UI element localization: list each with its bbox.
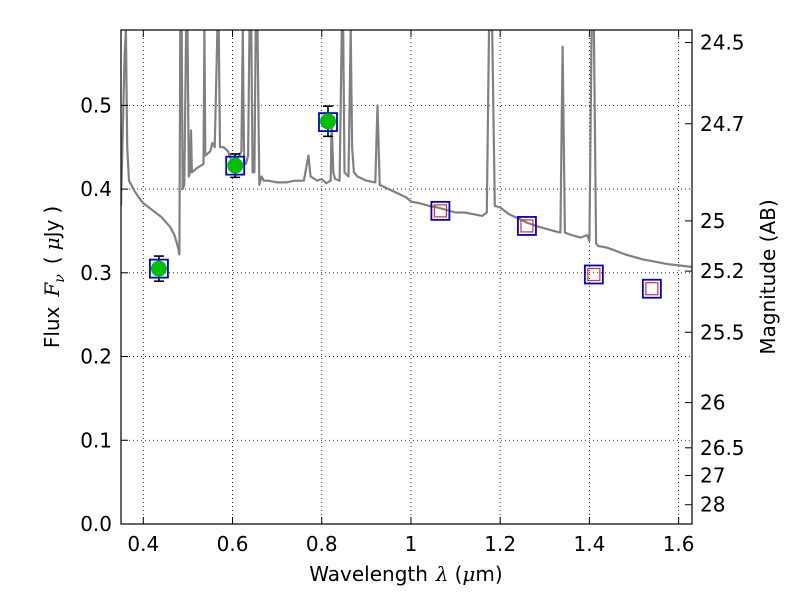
predicted-box	[587, 267, 601, 282]
right-tick-label: 25	[700, 209, 725, 233]
right-tick-label: 25.5	[700, 320, 745, 344]
x-tick-label: 1.2	[484, 532, 516, 556]
model-box	[149, 258, 169, 279]
y-axis-title-close-paren: )	[40, 206, 64, 214]
y-tick-label: 0.3	[80, 261, 112, 285]
observed-point	[227, 157, 244, 174]
right-tick-label: 25.2	[700, 259, 745, 283]
observed-point	[150, 260, 167, 277]
observed-point	[319, 113, 336, 130]
x-axis-title-symbol: λ	[435, 562, 449, 586]
x-tick-label: 1	[405, 532, 418, 556]
right-tick-label: 26	[700, 391, 725, 415]
right-tick-label: 24.7	[700, 112, 745, 136]
y-axis-title-mu: μ	[40, 237, 64, 250]
model-box	[430, 200, 451, 221]
model-box	[583, 264, 604, 285]
y-axis-title-open-paren: (	[40, 256, 64, 264]
y-tick-label: 0.2	[80, 345, 112, 369]
y-axis-title: Flux Fν ( μJy)	[40, 206, 68, 348]
x-axis-title-mu: μ	[462, 562, 475, 586]
plot-area	[121, 30, 692, 299]
y-axis-title-symbol: F	[40, 282, 64, 298]
right-tick-label: 26.5	[700, 436, 745, 460]
spectrum-line	[121, 30, 692, 269]
y-axis-title-word: Flux	[40, 306, 64, 348]
x-axis-title-open-paren: (	[455, 562, 463, 586]
x-tick-label: 0.6	[217, 532, 249, 556]
y-tick-label: 0.5	[80, 93, 112, 117]
grid-layer	[121, 30, 692, 525]
right-axis-title: Magnitude (AB)	[756, 199, 780, 354]
predicted-box	[433, 204, 448, 218]
model-box	[641, 278, 662, 299]
predicted-box	[520, 219, 534, 233]
right-tick-label: 24.5	[700, 31, 745, 55]
y-axis-title-unit: Jy	[40, 219, 64, 239]
predicted-box	[645, 282, 659, 296]
x-axis-title: Wavelength λ (μm)	[309, 562, 502, 586]
ticks-layer: 0.4 0.6 0.8 1 1.2 1.4 1.6 0.0 0.1 0.2 0.3 0.4 0.5 24.…	[80, 30, 745, 556]
points-layer	[149, 105, 662, 299]
y-axis-title-subscript: ν	[52, 274, 68, 283]
right-tick-label: 28	[700, 493, 725, 517]
model-box	[517, 216, 537, 236]
x-axis-title-unit: m)	[475, 562, 502, 586]
x-tick-label: 1.4	[573, 532, 605, 556]
y-tick-label: 0.1	[80, 428, 112, 452]
x-tick-label: 0.4	[127, 532, 159, 556]
model-box	[318, 112, 338, 133]
spectrum-layer	[121, 30, 692, 269]
model-box	[225, 155, 246, 176]
plot-frame	[120, 29, 693, 525]
right-tick-label: 27	[700, 463, 725, 487]
x-tick-label: 1.6	[663, 532, 695, 556]
y-tick-label: 0.0	[80, 512, 112, 536]
x-tick-label: 0.8	[306, 532, 338, 556]
x-axis-title-word: Wavelength	[309, 562, 428, 586]
y-tick-label: 0.4	[80, 177, 112, 201]
